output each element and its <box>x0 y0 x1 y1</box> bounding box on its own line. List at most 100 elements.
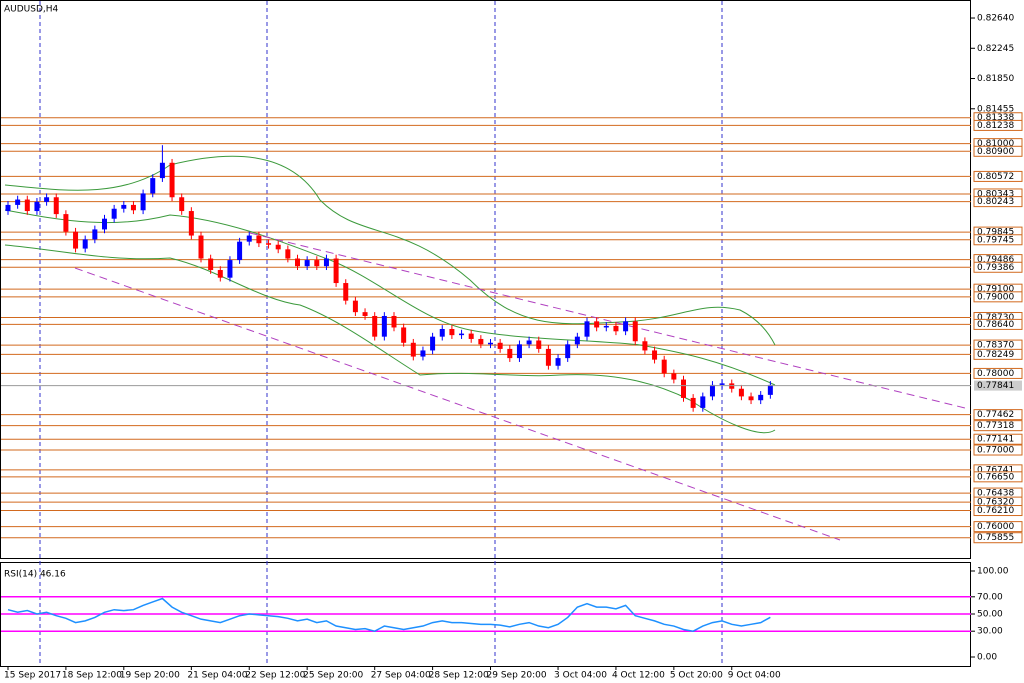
candle-body <box>285 249 291 259</box>
candle-body <box>526 340 532 345</box>
level-label: 0.77462 <box>977 410 1014 420</box>
level-label-box <box>973 367 1023 379</box>
candle-body <box>767 384 773 395</box>
level-label: 0.81338 <box>977 113 1014 123</box>
y-tick-label: 100.00 <box>977 567 1009 577</box>
level-label: 0.77318 <box>977 421 1014 431</box>
level-label-box <box>973 170 1023 182</box>
level-label-box <box>973 261 1023 273</box>
level-label-box <box>973 145 1023 157</box>
y-tick-label: 30.00 <box>977 627 1003 637</box>
level-label-box <box>973 234 1023 246</box>
candle-body <box>719 383 725 385</box>
level-label-box <box>973 348 1023 360</box>
levels <box>1 117 971 539</box>
x-tick-label: 18 Sep 12:00 <box>62 671 122 681</box>
x-tick-label: 22 Sep 12:00 <box>245 671 305 681</box>
level-label: 0.80343 <box>977 189 1014 199</box>
candle-body <box>34 201 40 212</box>
level-label: 0.79000 <box>977 292 1014 302</box>
x-tick-label: 27 Sep 04:00 <box>371 671 431 681</box>
main-frame <box>0 0 971 559</box>
level-label: 0.78730 <box>977 313 1014 323</box>
candle-body <box>574 336 580 345</box>
candle-body <box>179 197 185 212</box>
x-tick-label: 29 Sep 20:00 <box>487 671 547 681</box>
candle-body <box>169 162 175 198</box>
level-label: 0.80243 <box>977 197 1014 207</box>
candle-body <box>709 384 715 397</box>
level-label: 0.77141 <box>977 435 1014 445</box>
candle-body <box>73 231 79 249</box>
candle-body <box>343 283 349 301</box>
candle-body <box>439 329 445 337</box>
level-label: 0.79845 <box>977 228 1014 238</box>
level-label: 0.78640 <box>977 320 1014 330</box>
y-tick-label: 0.82245 <box>977 44 1014 54</box>
level-label: 0.76320 <box>977 498 1014 508</box>
x-tick-label: 15 Sep 2017 <box>4 671 61 681</box>
last-price-label: 0.77841 <box>977 381 1014 391</box>
candle-body <box>304 260 310 267</box>
rsi-title: RSI(14) 46.16 <box>4 570 66 580</box>
level-label: 0.80572 <box>977 172 1014 182</box>
candle-body <box>613 325 619 332</box>
candle-body <box>497 342 503 349</box>
level-label: 0.76741 <box>977 465 1014 475</box>
rsi-line <box>7 597 771 633</box>
level-label: 0.75855 <box>977 533 1014 543</box>
candle-body <box>642 341 648 351</box>
candle-body <box>459 333 465 336</box>
x-tick-label: 28 Sep 12:00 <box>429 671 489 681</box>
candle-body <box>738 388 744 397</box>
candle-body <box>594 321 600 328</box>
bollinger-bands <box>4 155 776 434</box>
level-label-box <box>973 409 1023 421</box>
candle-body <box>391 315 397 328</box>
candle-body <box>748 396 754 401</box>
candle-body <box>700 396 706 408</box>
candle-body <box>516 344 522 359</box>
candle-body <box>652 350 658 360</box>
level-label: 0.76438 <box>977 489 1014 499</box>
candle-body <box>198 235 204 259</box>
candle-body <box>24 199 30 212</box>
candle-body <box>256 235 262 244</box>
candle-body <box>430 336 436 351</box>
candle-body <box>478 338 484 345</box>
candle-body <box>15 199 21 205</box>
y-tick-label: 0.81850 <box>977 74 1014 84</box>
last-price-box <box>974 380 1022 391</box>
level-label: 0.76000 <box>977 522 1014 532</box>
candle-body <box>5 204 11 212</box>
candle-body <box>111 208 117 219</box>
level-label-box <box>973 420 1023 432</box>
level-label: 0.76210 <box>977 506 1014 516</box>
candle-body <box>188 211 194 236</box>
candle-body <box>227 260 233 278</box>
y-tick-label: 0.81455 <box>977 104 1014 114</box>
candle-body <box>661 359 667 374</box>
level-label-box <box>973 196 1023 208</box>
candle-body <box>82 239 88 249</box>
chart-title: AUDUSD,H4 <box>4 5 59 15</box>
candle-body <box>246 235 252 242</box>
level-label-box <box>973 444 1023 456</box>
x-tick-label: 4 Oct 12:00 <box>612 671 665 681</box>
candle-body <box>372 315 378 337</box>
candle-body <box>333 258 339 284</box>
candle-body <box>266 243 272 245</box>
candle-body <box>275 244 281 250</box>
y-tick-label: 50.00 <box>977 610 1003 620</box>
candle-body <box>690 397 696 408</box>
level-label: 0.77000 <box>977 446 1014 456</box>
candle-body <box>681 379 686 398</box>
level-label: 0.76650 <box>977 472 1014 482</box>
candle-body <box>565 344 571 359</box>
y-tick-label: 0.82640 <box>977 14 1014 24</box>
candle-body <box>237 241 243 261</box>
candle-body <box>584 321 590 337</box>
level-label: 0.78000 <box>977 369 1014 379</box>
level-label: 0.79745 <box>977 235 1014 245</box>
level-label-box <box>973 318 1023 330</box>
